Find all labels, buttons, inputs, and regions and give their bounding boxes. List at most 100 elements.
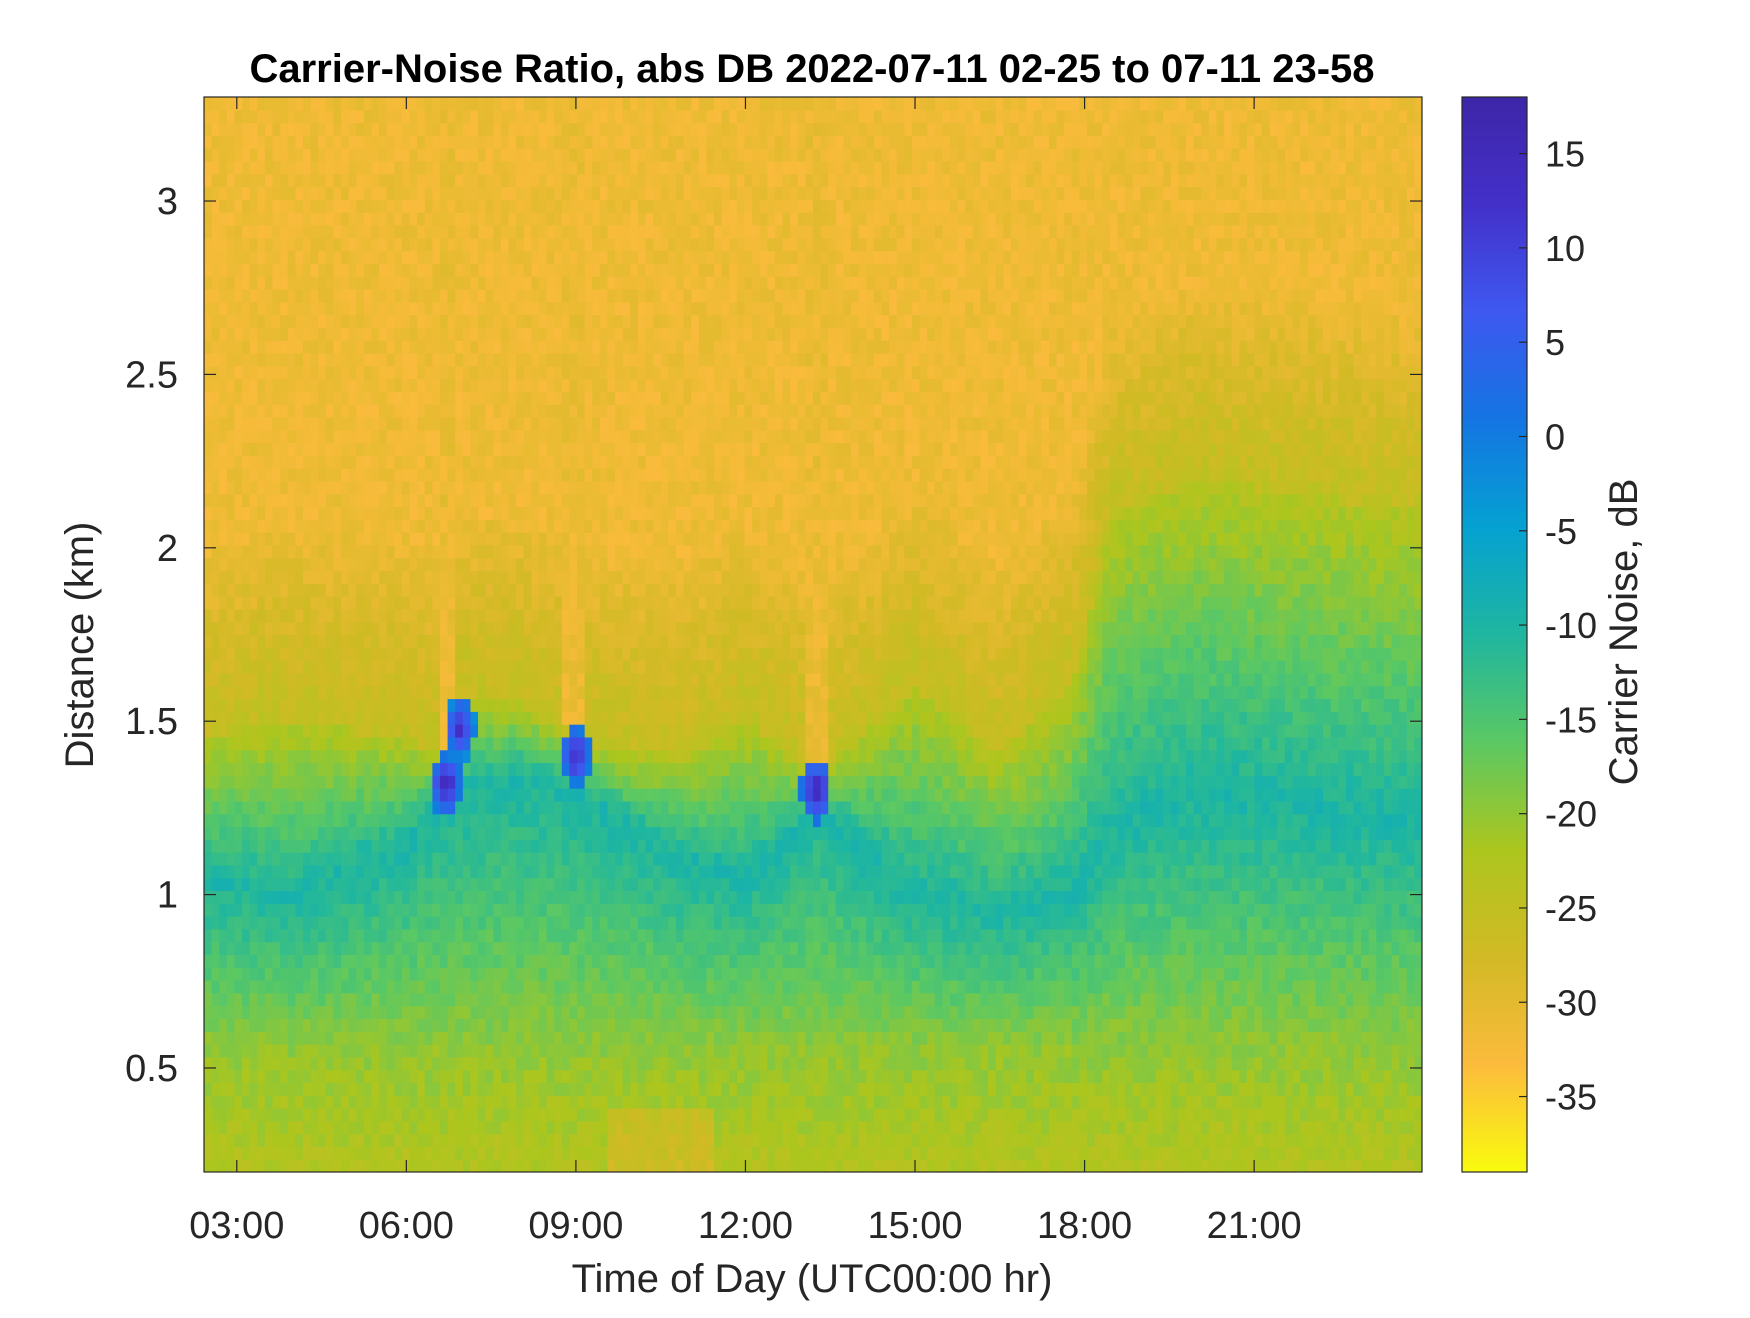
heatmap-cell [257,199,266,213]
heatmap-cell [599,634,609,648]
heatmap-cell [417,1018,426,1032]
heatmap-cell [295,928,304,943]
heatmap-cell [211,916,220,930]
heatmap-cell [592,724,601,738]
heatmap-cell [500,647,510,661]
heatmap-cell [500,224,510,239]
heatmap-cell [478,660,487,674]
heatmap-cell [432,340,441,354]
heatmap-cell [432,1133,441,1148]
heatmap-cell [226,775,236,789]
heatmap-cell [516,557,525,572]
heatmap-cell [622,212,631,226]
heatmap-cell [478,980,487,994]
heatmap-cell [637,941,647,956]
heatmap-cell [386,813,395,828]
heatmap-cell [234,532,243,546]
heatmap-cell [379,263,388,277]
heatmap-cell [630,916,639,930]
heatmap-cell [348,685,357,700]
heatmap-cell [561,224,570,239]
heatmap-cell [257,749,266,764]
heatmap-cell [417,301,426,316]
heatmap-cell [348,199,357,213]
heatmap-cell [645,570,654,584]
heatmap-cell [333,404,342,418]
heatmap-cell [538,1159,548,1172]
heatmap-cell [592,314,601,328]
heatmap-cell [409,1056,418,1071]
heatmap-cell [523,916,532,930]
heatmap-cell [500,288,510,303]
heatmap-cell [211,762,220,776]
heatmap-cell [554,544,563,559]
heatmap-cell [592,800,601,815]
heatmap-cell [546,608,555,623]
heatmap-cell [348,263,357,277]
heatmap-cell [234,468,243,482]
heatmap-cell [386,301,395,316]
heatmap-cell [302,224,312,239]
heatmap-cell [592,135,601,149]
heatmap-cell [211,519,220,533]
heatmap-cell [295,890,304,904]
heatmap-cell [310,992,319,1007]
heatmap-cell [310,1018,319,1032]
heatmap-cell [325,109,335,124]
heatmap-cell [295,903,304,917]
heatmap-cell [242,634,251,648]
heatmap-cell [630,596,639,610]
heatmap-cell [386,160,395,175]
heatmap-cell [577,340,586,354]
heatmap-cell [356,404,365,418]
heatmap-cell [645,327,654,341]
heatmap-cell [333,250,342,264]
heatmap-cell [622,672,631,687]
heatmap-cell [508,442,517,456]
heatmap-cell [599,199,609,213]
heatmap-cell [379,1018,388,1032]
heatmap-cell [447,160,456,175]
heatmap-cell [455,109,464,124]
heatmap-cell [599,813,609,828]
heatmap-cell [653,813,662,828]
heatmap-cell [592,122,601,136]
heatmap-cell [234,1159,243,1172]
heatmap-cell [424,224,433,239]
heatmap-cell [356,1120,365,1135]
heatmap-cell [645,903,654,917]
heatmap-cell [493,519,502,533]
heatmap-cell [363,724,373,738]
heatmap-cell [280,544,289,559]
heatmap-cell [599,570,609,584]
heatmap-cell [394,1120,403,1135]
heatmap-cell [302,212,312,226]
heatmap-cell [577,109,586,124]
heatmap-cell [242,1044,251,1058]
heatmap-cell [645,135,654,149]
heatmap-cell [531,404,540,418]
heatmap-cell [348,1005,357,1020]
heatmap-cell [577,212,586,226]
heatmap-cell [234,980,243,994]
heatmap-cell [500,583,510,597]
heatmap-cell [607,455,616,469]
heatmap-cell [356,1069,365,1084]
heatmap-cell [280,263,289,277]
heatmap-cell [264,519,274,533]
heatmap-cell [523,301,532,316]
heatmap-cell [348,1018,357,1032]
heatmap-cell [645,532,654,546]
heatmap-cell [379,301,388,316]
heatmap-cell [302,583,312,597]
heatmap-cell [584,672,593,687]
heatmap-cell [219,954,228,968]
heatmap-cell [424,480,433,495]
heatmap-cell [302,967,312,981]
heatmap-cell [645,813,654,828]
heatmap-cell [280,1133,289,1148]
heatmap-cell [478,928,487,943]
heatmap-cell [538,877,548,892]
heatmap-cell [333,263,342,277]
heatmap-cell [409,160,418,175]
